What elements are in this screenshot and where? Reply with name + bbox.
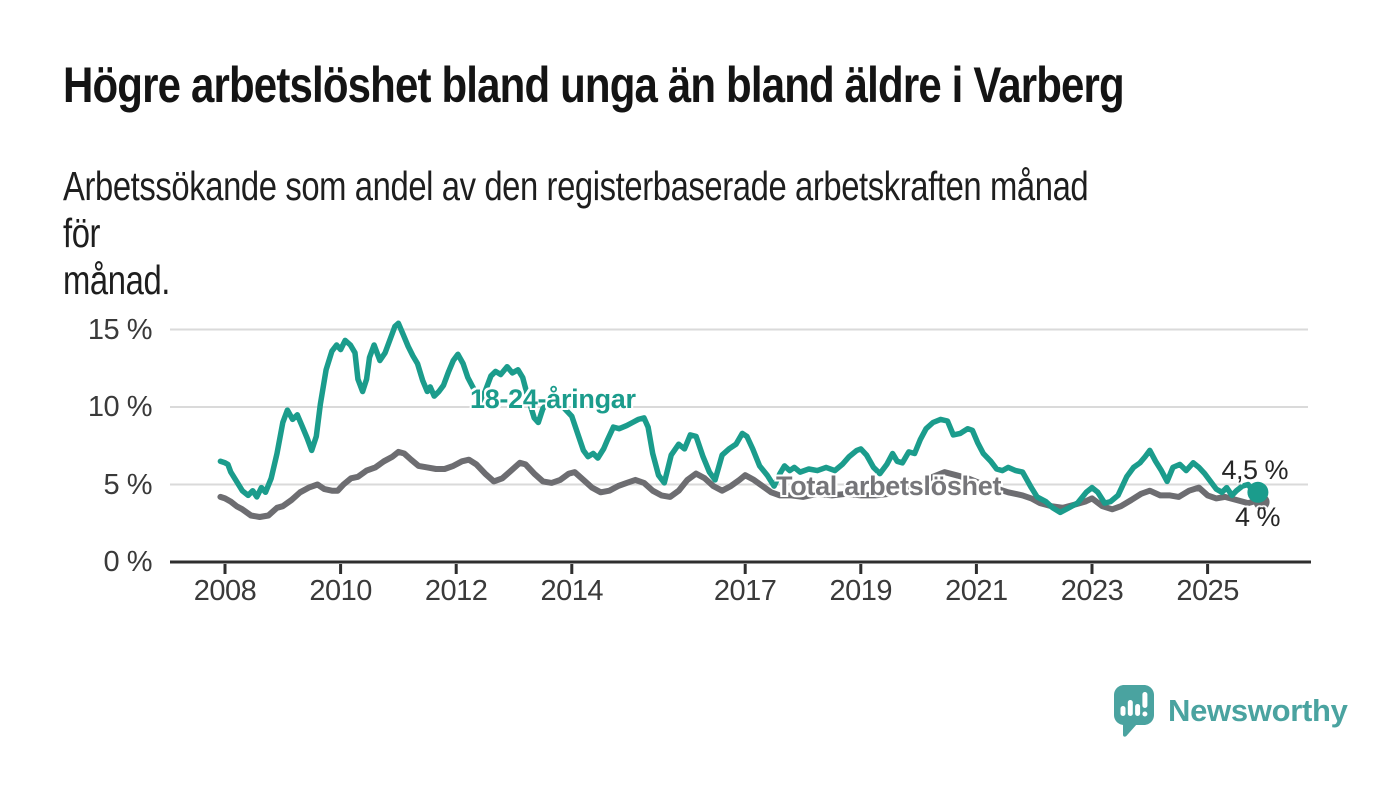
bar-chart-speech-bubble-icon [1114,685,1154,737]
newsworthy-logo: Newsworthy [1113,684,1348,738]
x-axis-label: 2010 [309,575,372,607]
y-axis-label: 0 % [103,546,153,578]
y-axis-label: 10 % [87,391,153,423]
x-axis-label: 2008 [193,575,257,607]
series-line-youth [217,320,1261,516]
x-axis-label: 2017 [713,575,777,607]
end-value-label-youth: 4,5 % [1221,455,1288,485]
x-axis-label: 2025 [1176,575,1239,607]
chart-title: Högre arbetslöshet bland unga än bland ä… [63,57,1125,113]
x-axis-label: 2019 [829,575,893,607]
end-value-label-total: 4 % [1234,502,1281,532]
series-label-youth: 18-24-åringar [470,384,636,414]
series-label-total: Total arbetslöshet [776,471,1002,501]
newsworthy-brand-name: Newsworthy [1168,693,1348,728]
x-axis-label: 2023 [1060,575,1124,607]
chart-subtitle: Arbetssökande som andel av den registerb… [63,163,1089,303]
y-axis-label: 15 % [87,313,153,346]
x-axis-label: 2021 [945,575,1008,607]
x-axis-label: 2012 [424,575,488,607]
x-axis-label: 2014 [540,575,604,607]
y-axis-label: 5 % [103,468,153,501]
end-dot-youth [1247,481,1269,503]
